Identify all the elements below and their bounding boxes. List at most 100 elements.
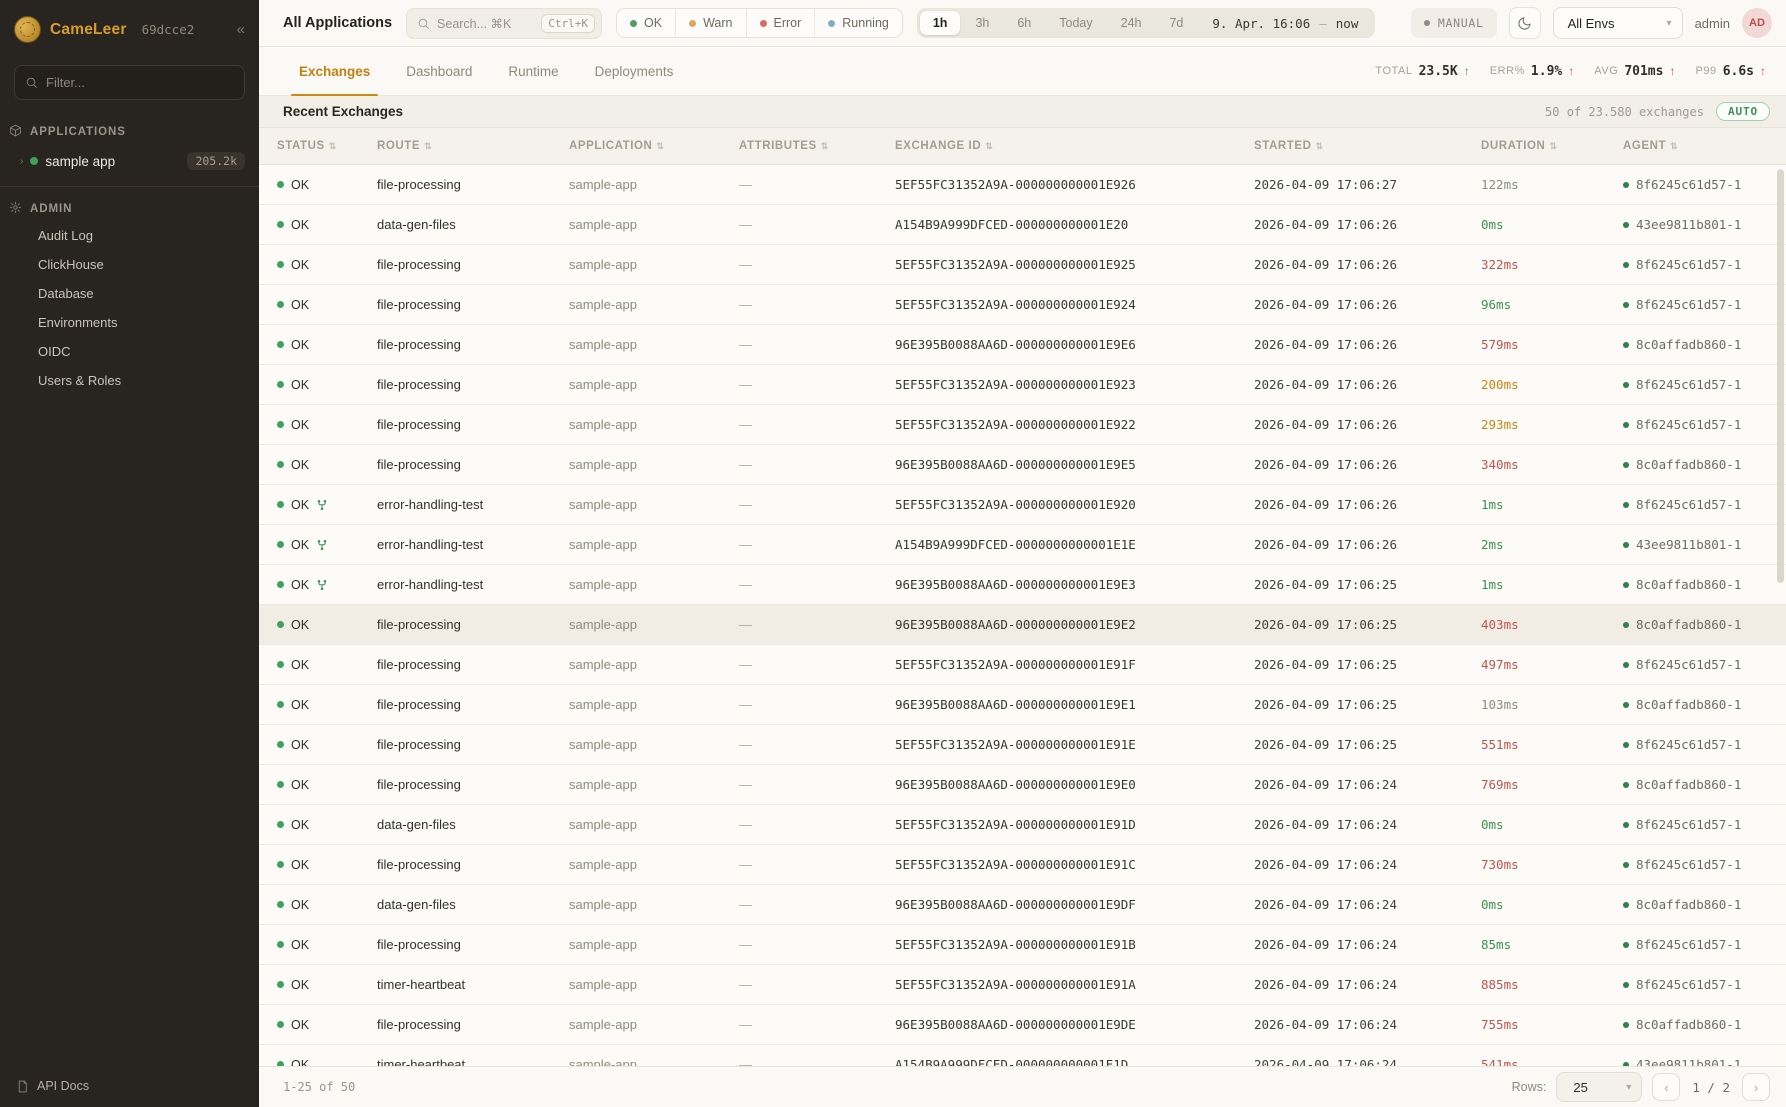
- range-today[interactable]: Today: [1059, 16, 1093, 30]
- search-input[interactable]: Search... ⌘K Ctrl+K: [406, 7, 603, 39]
- applications-section-header[interactable]: APPLICATIONS: [0, 114, 259, 144]
- table-row[interactable]: OK file-processing sample-app — 5EF55FC3…: [259, 405, 1786, 445]
- sidebar-item-oidc[interactable]: OIDC: [38, 344, 71, 359]
- table-row[interactable]: OK file-processing sample-app — 96E395B0…: [259, 605, 1786, 645]
- cell-started: 2026-04-09 17:06:26: [1254, 537, 1397, 552]
- table-row[interactable]: OK file-processing sample-app — 5EF55FC3…: [259, 365, 1786, 405]
- cell-duration: 403ms: [1481, 617, 1519, 632]
- expand-chevron-icon[interactable]: ›: [20, 155, 24, 167]
- sidebar-item-environments[interactable]: Environments: [38, 315, 118, 330]
- table-row[interactable]: OK error-handling-test sample-app — 5EF5…: [259, 485, 1786, 525]
- tab-exchanges[interactable]: Exchanges: [283, 47, 386, 96]
- table-row[interactable]: OK timer-heartbeat sample-app — A154B9A9…: [259, 1045, 1786, 1066]
- cell-application: sample-app: [569, 497, 637, 512]
- column-header-status[interactable]: STATUS ⇅: [277, 140, 337, 152]
- table-row[interactable]: OK file-processing sample-app — 5EF55FC3…: [259, 925, 1786, 965]
- column-header-exchange-id[interactable]: EXCHANGE ID ⇅: [895, 140, 994, 152]
- agent-id: 43ee9811b801-1: [1636, 217, 1742, 232]
- filter-chip-running[interactable]: Running: [815, 9, 902, 37]
- tab-runtime[interactable]: Runtime: [508, 63, 559, 79]
- scrollbar[interactable]: [1777, 165, 1784, 1066]
- cell-agent: 8f6245c61d57-1: [1623, 977, 1786, 992]
- next-page-button[interactable]: ›: [1742, 1073, 1770, 1101]
- table-row[interactable]: OK file-processing sample-app — 96E395B0…: [259, 685, 1786, 725]
- range-24h[interactable]: 24h: [1120, 16, 1142, 30]
- range-7d[interactable]: 7d: [1169, 16, 1184, 30]
- status-ok-dot: [277, 181, 284, 188]
- filter-chip-ok[interactable]: OK: [617, 9, 677, 37]
- table-row[interactable]: OK file-processing sample-app — 5EF55FC3…: [259, 725, 1786, 765]
- sidebar-item-database[interactable]: Database: [38, 286, 94, 301]
- cell-exchange-id: 96E395B0088AA6D-000000000001E9E1: [895, 697, 1136, 712]
- table-row[interactable]: OK file-processing sample-app — 96E395B0…: [259, 1005, 1786, 1045]
- prev-page-button[interactable]: ‹: [1652, 1073, 1681, 1101]
- column-header-attributes[interactable]: ATTRIBUTES ⇅: [739, 140, 829, 152]
- table-row[interactable]: OK data-gen-files sample-app — 96E395B00…: [259, 885, 1786, 925]
- manual-mode-button[interactable]: MANUAL: [1410, 8, 1497, 38]
- status-ok-dot: [277, 821, 284, 828]
- cell-duration: 85ms: [1481, 937, 1512, 952]
- sidebar-item-users-roles[interactable]: Users & Roles: [38, 373, 122, 388]
- table-row[interactable]: OK error-handling-test sample-app — A154…: [259, 525, 1786, 565]
- avatar[interactable]: AD: [1742, 8, 1772, 38]
- column-header-agent[interactable]: AGENT ⇅: [1623, 140, 1679, 152]
- sidebar-item-sample-app[interactable]: › sample app 205.2k: [0, 144, 259, 180]
- sidebar-filter-input[interactable]: Filter...: [14, 65, 245, 100]
- column-header-started[interactable]: STARTED ⇅: [1254, 140, 1324, 152]
- table-row[interactable]: OK data-gen-files sample-app — A154B9A99…: [259, 205, 1786, 245]
- table-row[interactable]: OK file-processing sample-app — 96E395B0…: [259, 325, 1786, 365]
- cell-exchange-id: 5EF55FC31352A9A-000000000001E91E: [895, 737, 1136, 752]
- agent-status-dot: [1623, 1021, 1629, 1028]
- status-ok-dot: [277, 941, 284, 948]
- table-row[interactable]: OK file-processing sample-app — 5EF55FC3…: [259, 245, 1786, 285]
- rows-per-page-select[interactable]: 25 ▾: [1556, 1072, 1643, 1102]
- sidebar-item-audit-log[interactable]: Audit Log: [38, 228, 93, 243]
- table-row[interactable]: OK timer-heartbeat sample-app — 5EF55FC3…: [259, 965, 1786, 1005]
- cell-started: 2026-04-09 17:06:26: [1254, 337, 1397, 352]
- table-row[interactable]: OK file-processing sample-app — 5EF55FC3…: [259, 845, 1786, 885]
- cell-agent: 43ee9811b801-1: [1623, 217, 1786, 232]
- dark-mode-toggle[interactable]: [1508, 7, 1541, 39]
- column-header-application[interactable]: APPLICATION ⇅: [569, 140, 665, 152]
- filter-chip-error[interactable]: Error: [747, 9, 816, 37]
- stat-p99: P99 6.6s ↑: [1695, 63, 1766, 79]
- table-row[interactable]: OK file-processing sample-app — 96E395B0…: [259, 445, 1786, 485]
- env-select[interactable]: All Envs ▾: [1552, 7, 1683, 39]
- status-ok-dot: [277, 581, 284, 588]
- sidebar-item-api-docs[interactable]: API Docs: [0, 1065, 259, 1107]
- column-header-duration[interactable]: DURATION ⇅: [1481, 140, 1558, 152]
- tab-dashboard[interactable]: Dashboard: [406, 63, 473, 79]
- cell-exchange-id: 5EF55FC31352A9A-000000000001E91C: [895, 857, 1136, 872]
- exchange-count: 50 of 23.580 exchanges: [1545, 104, 1704, 119]
- cell-agent: 8f6245c61d57-1: [1623, 417, 1786, 432]
- table-row[interactable]: OK file-processing sample-app — 5EF55FC3…: [259, 165, 1786, 205]
- list-title: Recent Exchanges: [283, 104, 404, 119]
- sidebar-item-clickhouse[interactable]: ClickHouse: [38, 257, 104, 272]
- cell-exchange-id: 5EF55FC31352A9A-000000000001E924: [895, 297, 1136, 312]
- cell-route: file-processing: [377, 177, 461, 192]
- cell-started: 2026-04-09 17:06:24: [1254, 1057, 1397, 1066]
- range-6h[interactable]: 6h: [1017, 16, 1032, 30]
- table-row[interactable]: OK file-processing sample-app — 96E395B0…: [259, 765, 1786, 805]
- tab-deployments[interactable]: Deployments: [594, 63, 674, 79]
- table-row[interactable]: OK file-processing sample-app — 5EF55FC3…: [259, 285, 1786, 325]
- admin-section-header[interactable]: ADMIN: [0, 191, 259, 221]
- app-logo-name: CameLeer: [50, 20, 127, 38]
- column-header-route[interactable]: ROUTE ⇅: [377, 140, 433, 152]
- agent-status-dot: [1623, 501, 1629, 508]
- range-3h[interactable]: 3h: [975, 16, 990, 30]
- scrollbar-thumb[interactable]: [1777, 169, 1784, 584]
- cell-status: OK: [277, 378, 377, 392]
- table-row[interactable]: OK file-processing sample-app — 5EF55FC3…: [259, 645, 1786, 685]
- cell-route: data-gen-files: [377, 897, 456, 912]
- range-1h[interactable]: 1h: [919, 11, 961, 35]
- table-row[interactable]: OK error-handling-test sample-app — 96E3…: [259, 565, 1786, 605]
- sidebar-collapse-icon[interactable]: «: [236, 21, 245, 38]
- cell-status: OK: [277, 618, 377, 632]
- auto-refresh-badge[interactable]: AUTO: [1715, 102, 1770, 121]
- date-range-picker[interactable]: 9. Apr. 16:06 — now: [1198, 16, 1372, 31]
- cell-duration: 2ms: [1481, 537, 1504, 552]
- cell-status: OK: [277, 458, 377, 472]
- filter-chip-warn[interactable]: Warn: [676, 9, 747, 37]
- table-row[interactable]: OK data-gen-files sample-app — 5EF55FC31…: [259, 805, 1786, 845]
